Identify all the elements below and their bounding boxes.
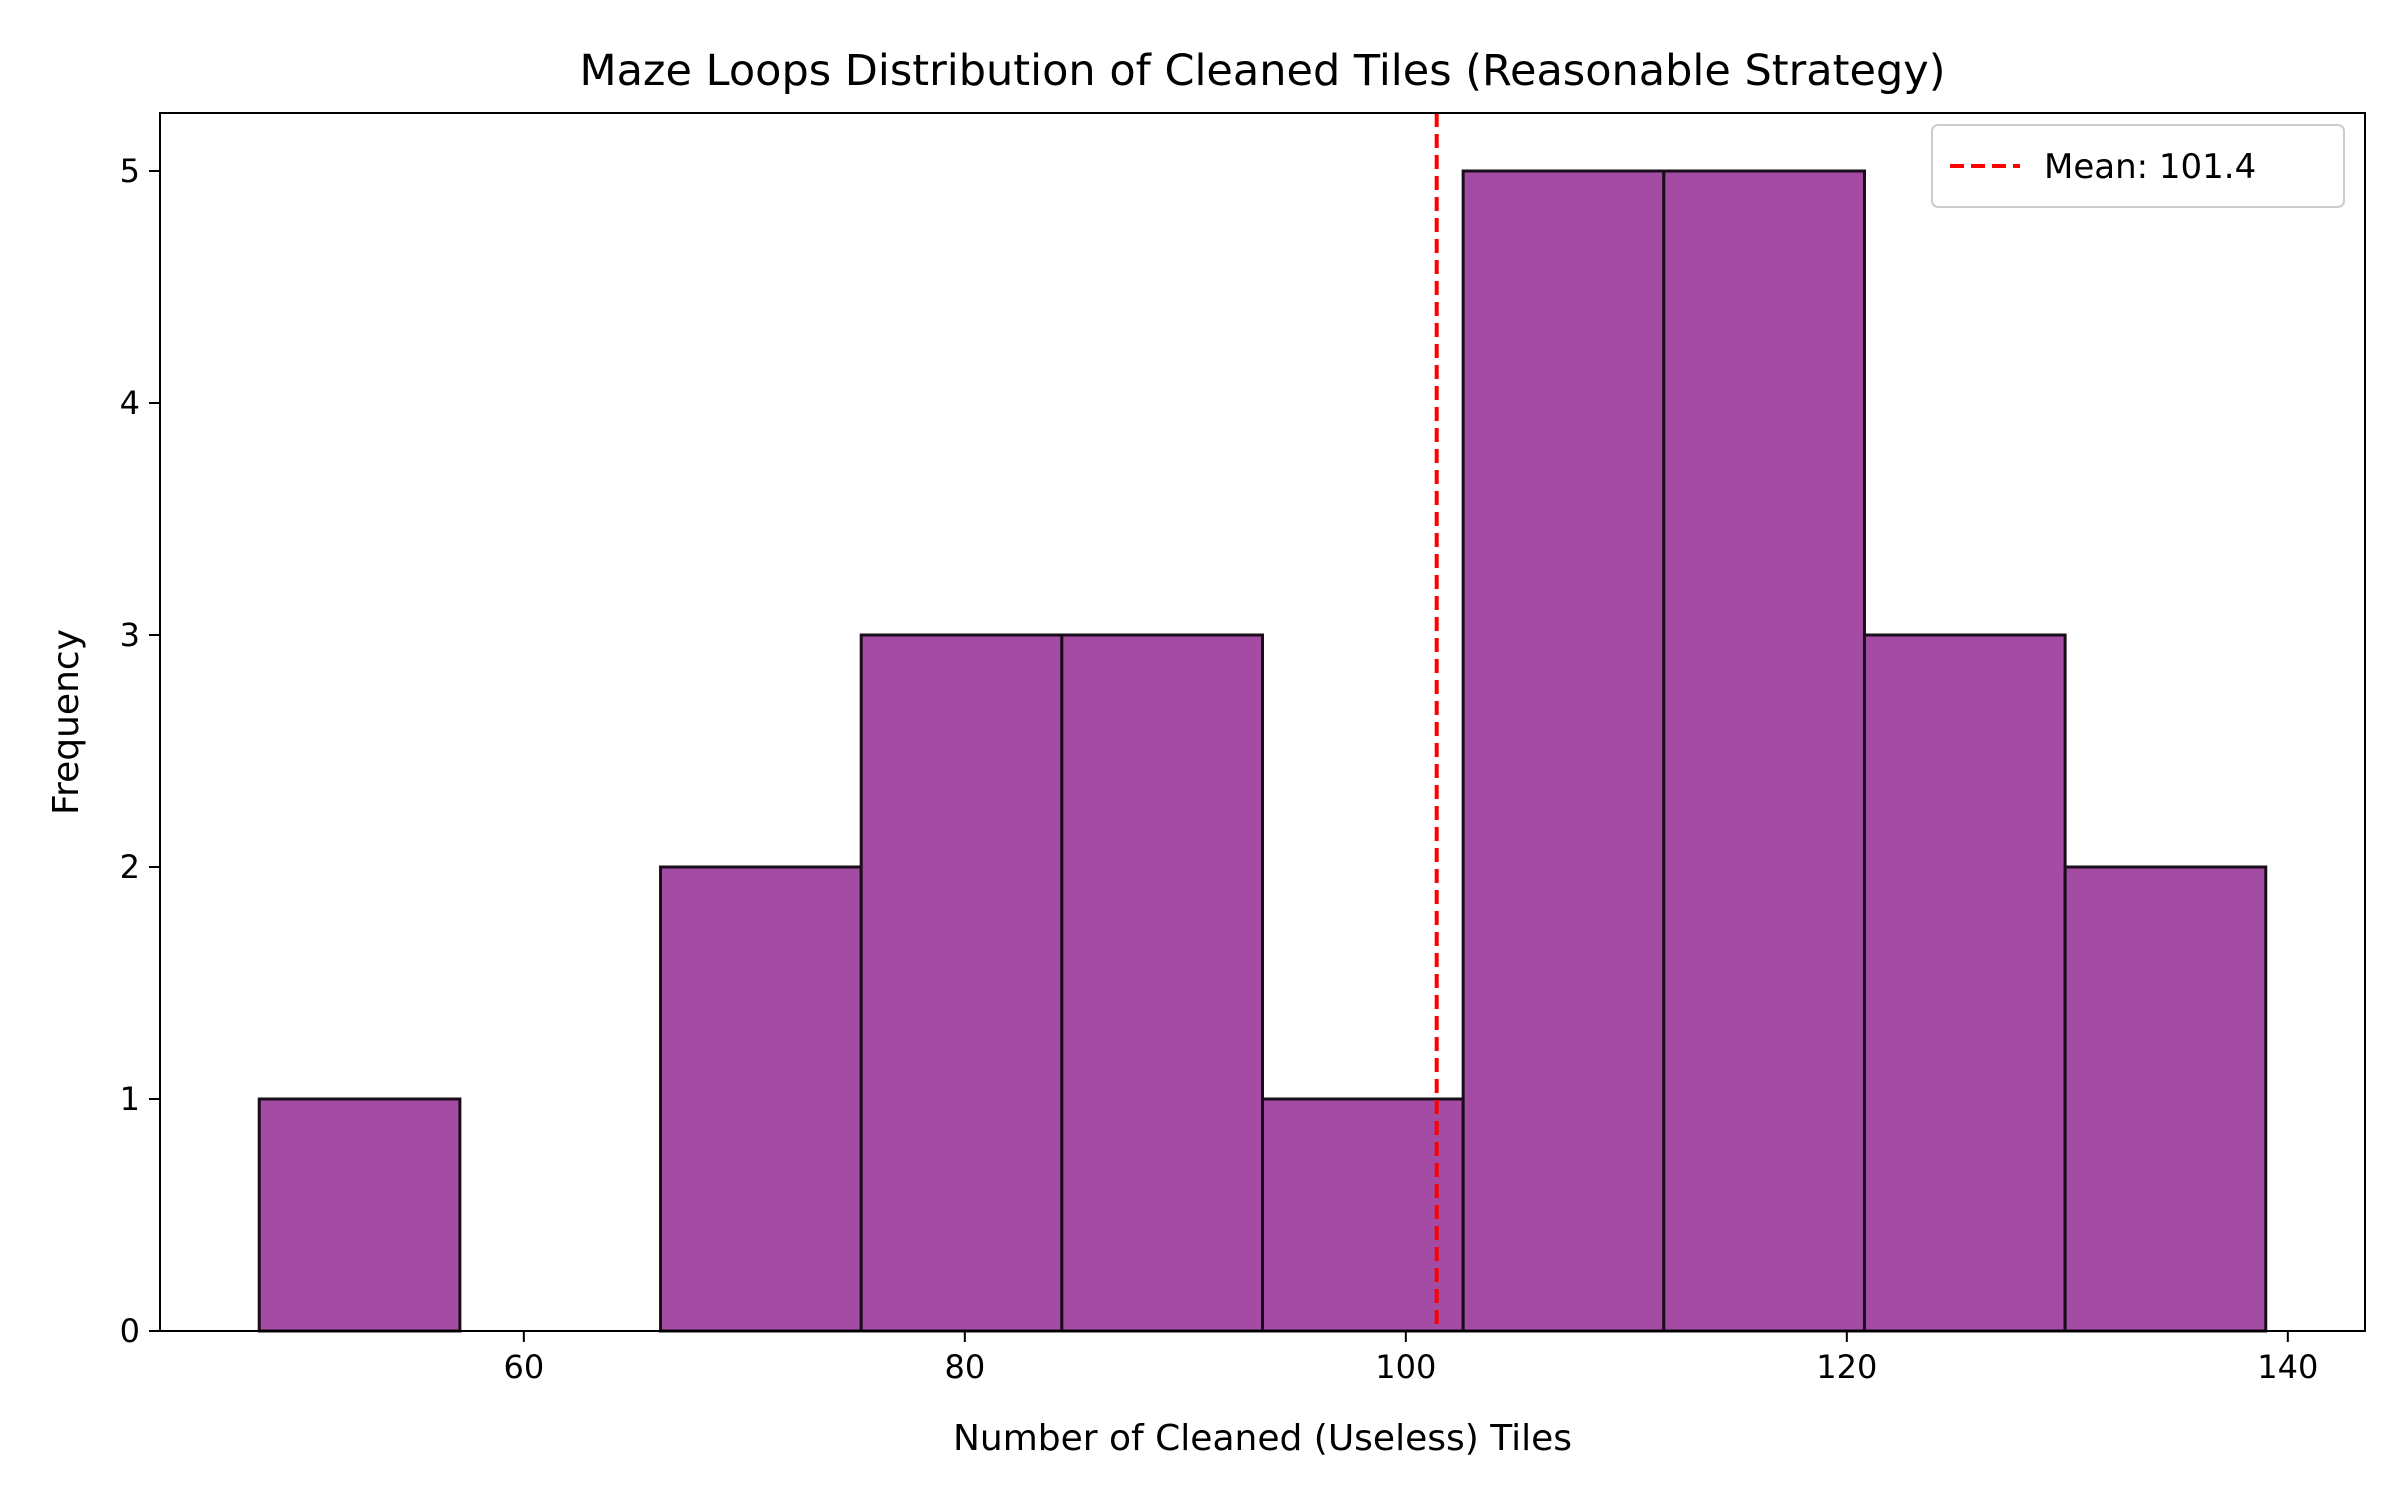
histogram-bar xyxy=(1862,633,2067,1333)
bars-layer xyxy=(257,169,2268,1333)
y-tick-label: 3 xyxy=(120,616,140,654)
y-ticks: 0 1 2 3 4 5 xyxy=(120,152,160,1350)
x-tick-label: 120 xyxy=(1816,1348,1877,1386)
plot-frame xyxy=(159,112,2366,1332)
x-tick-label: 80 xyxy=(944,1348,985,1386)
y-tick-label: 4 xyxy=(120,384,140,422)
x-axis-label: Number of Cleaned (Useless) Tiles xyxy=(953,1418,1572,1459)
histogram-bar xyxy=(2063,865,2268,1333)
legend-mean-label: Mean: 101.4 xyxy=(2044,147,2256,187)
histogram-bar xyxy=(1662,169,1866,1333)
chart-title: Maze Loops Distribution of Cleaned Tiles… xyxy=(579,46,1945,96)
x-tick-label: 100 xyxy=(1375,1348,1436,1386)
histogram-bar xyxy=(659,865,863,1333)
x-ticks: 60 80 100 120 140 xyxy=(503,1331,2318,1386)
histogram-bar xyxy=(1261,1097,1465,1333)
y-tick-label: 1 xyxy=(120,1080,140,1118)
histogram-bar xyxy=(859,633,1064,1333)
legend-box xyxy=(1931,124,2345,208)
legend: Mean: 101.4 xyxy=(1931,124,2345,208)
histogram-bar xyxy=(1060,633,1264,1333)
x-tick-label: 60 xyxy=(503,1348,544,1386)
y-tick-label: 5 xyxy=(120,152,140,190)
x-tick-label: 140 xyxy=(2257,1348,2318,1386)
histogram-bar xyxy=(257,1097,462,1333)
y-tick-label: 0 xyxy=(120,1312,140,1350)
y-tick-label: 2 xyxy=(120,848,140,886)
y-axis-label: Frequency xyxy=(46,629,87,815)
histogram-bar xyxy=(1461,169,1666,1333)
